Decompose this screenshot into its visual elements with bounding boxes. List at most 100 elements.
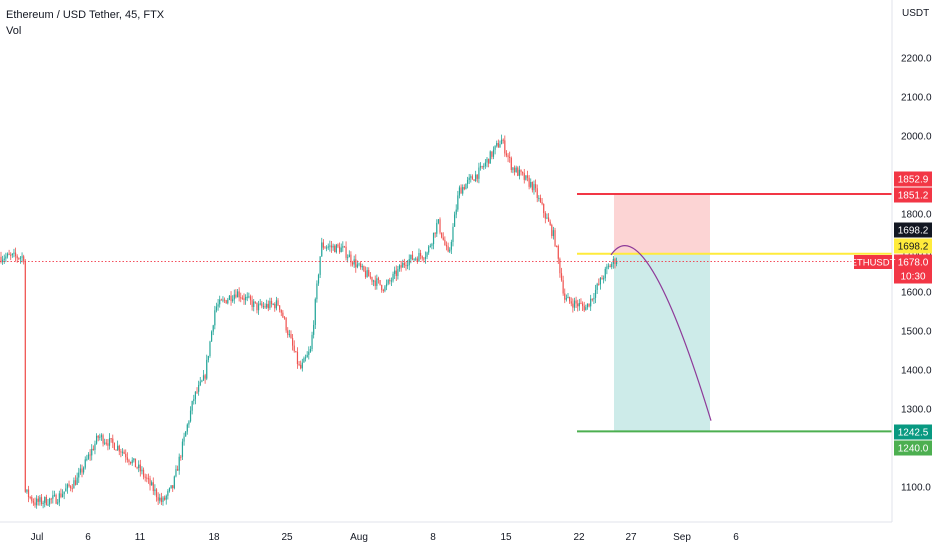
price-tag-label: 1698.2 <box>898 242 929 253</box>
candle-body <box>428 246 430 253</box>
candle-body <box>270 300 273 305</box>
candle-body <box>10 254 12 256</box>
candle-body <box>240 297 242 299</box>
candle-body <box>476 174 478 179</box>
candle-body <box>186 424 188 432</box>
candle-body <box>128 459 130 462</box>
candle-body <box>131 460 133 464</box>
candle-body <box>202 375 205 381</box>
currency-label: USDT <box>902 8 929 19</box>
candle-body <box>408 259 410 266</box>
candle-body <box>206 359 208 379</box>
candle-body <box>70 486 72 489</box>
price-tag-label: 10:30 <box>900 272 925 283</box>
candle-body <box>329 245 331 247</box>
candle-body <box>317 274 320 284</box>
candle-body <box>384 286 386 291</box>
candle-body <box>364 271 367 278</box>
candle-body <box>389 280 391 282</box>
candle-body <box>533 184 535 191</box>
candle-body <box>434 232 436 234</box>
candle-body <box>6 253 9 257</box>
candle-body <box>392 273 394 281</box>
candle-body <box>104 442 106 444</box>
candle-body <box>496 143 498 146</box>
candle-body <box>356 264 358 268</box>
candle-body <box>541 202 543 205</box>
candle-body <box>113 443 115 450</box>
candle-body <box>322 242 324 248</box>
candle-body <box>146 477 148 479</box>
x-tick-label: Aug <box>350 532 368 543</box>
candle-body <box>172 485 174 489</box>
candle-body <box>73 480 75 489</box>
candle-body <box>591 298 593 300</box>
candle-body <box>492 149 495 157</box>
price-tag-label: 1240.0 <box>898 444 929 455</box>
y-tick-label: 1500.0 <box>901 327 932 338</box>
candle-body <box>71 488 73 490</box>
candle-body <box>419 252 422 257</box>
candle-body <box>308 351 310 355</box>
candle-body <box>413 258 415 260</box>
price-tag-box <box>894 187 932 203</box>
candle-body <box>97 435 99 438</box>
candle-body <box>293 345 295 352</box>
volume-label[interactable]: Vol <box>6 25 22 37</box>
candle-body <box>188 421 190 425</box>
candle-body <box>604 268 606 279</box>
candle-body <box>324 247 326 249</box>
candle-body <box>47 504 49 506</box>
candle-body <box>509 156 511 158</box>
candle-body <box>123 451 125 454</box>
candle-body <box>141 469 143 472</box>
candle-body <box>397 269 399 276</box>
candle-body <box>199 381 201 386</box>
candle-body <box>536 188 538 199</box>
candle-body <box>562 280 564 294</box>
candle-body <box>303 358 305 363</box>
candle-body <box>449 249 451 252</box>
candle-body <box>457 195 459 210</box>
candle-body <box>102 435 104 444</box>
candle-body <box>460 187 462 194</box>
candle-body <box>27 489 30 498</box>
candle-body <box>264 306 266 308</box>
candle-body <box>253 301 255 307</box>
candle-body <box>398 265 401 270</box>
candle-body <box>288 334 290 336</box>
candle-body <box>578 302 580 307</box>
x-tick-label: 27 <box>625 532 637 543</box>
candle-body <box>454 214 456 227</box>
candle-body <box>154 489 156 492</box>
symbol-title[interactable]: Ethereum / USD Tether, 45, FTX <box>6 9 165 21</box>
candle-body <box>39 497 41 502</box>
candle-body <box>8 253 10 255</box>
x-tick-label: 22 <box>573 532 585 543</box>
candle-body <box>415 258 417 260</box>
candle-body <box>483 166 485 168</box>
candle-body <box>196 391 198 393</box>
candle-body <box>155 489 158 498</box>
candle-body <box>594 289 597 298</box>
candle-body <box>554 230 556 246</box>
candle-body <box>130 461 132 464</box>
candle-body <box>183 436 185 442</box>
candle-body <box>337 244 339 247</box>
candle-body <box>377 278 380 280</box>
candle-body <box>23 256 25 262</box>
y-tick-label: 1100.0 <box>901 483 931 494</box>
candle-body <box>157 497 159 501</box>
x-tick-label: 18 <box>208 532 220 543</box>
candle-body <box>387 280 389 284</box>
candle-body <box>66 484 69 489</box>
candle-body <box>58 493 60 503</box>
candle-body <box>110 438 112 440</box>
candle-body <box>180 456 182 458</box>
candle-body <box>280 309 282 313</box>
candle-body <box>522 172 524 174</box>
candle-body <box>5 256 7 259</box>
candle-body <box>494 145 496 150</box>
candle-body <box>275 300 277 309</box>
